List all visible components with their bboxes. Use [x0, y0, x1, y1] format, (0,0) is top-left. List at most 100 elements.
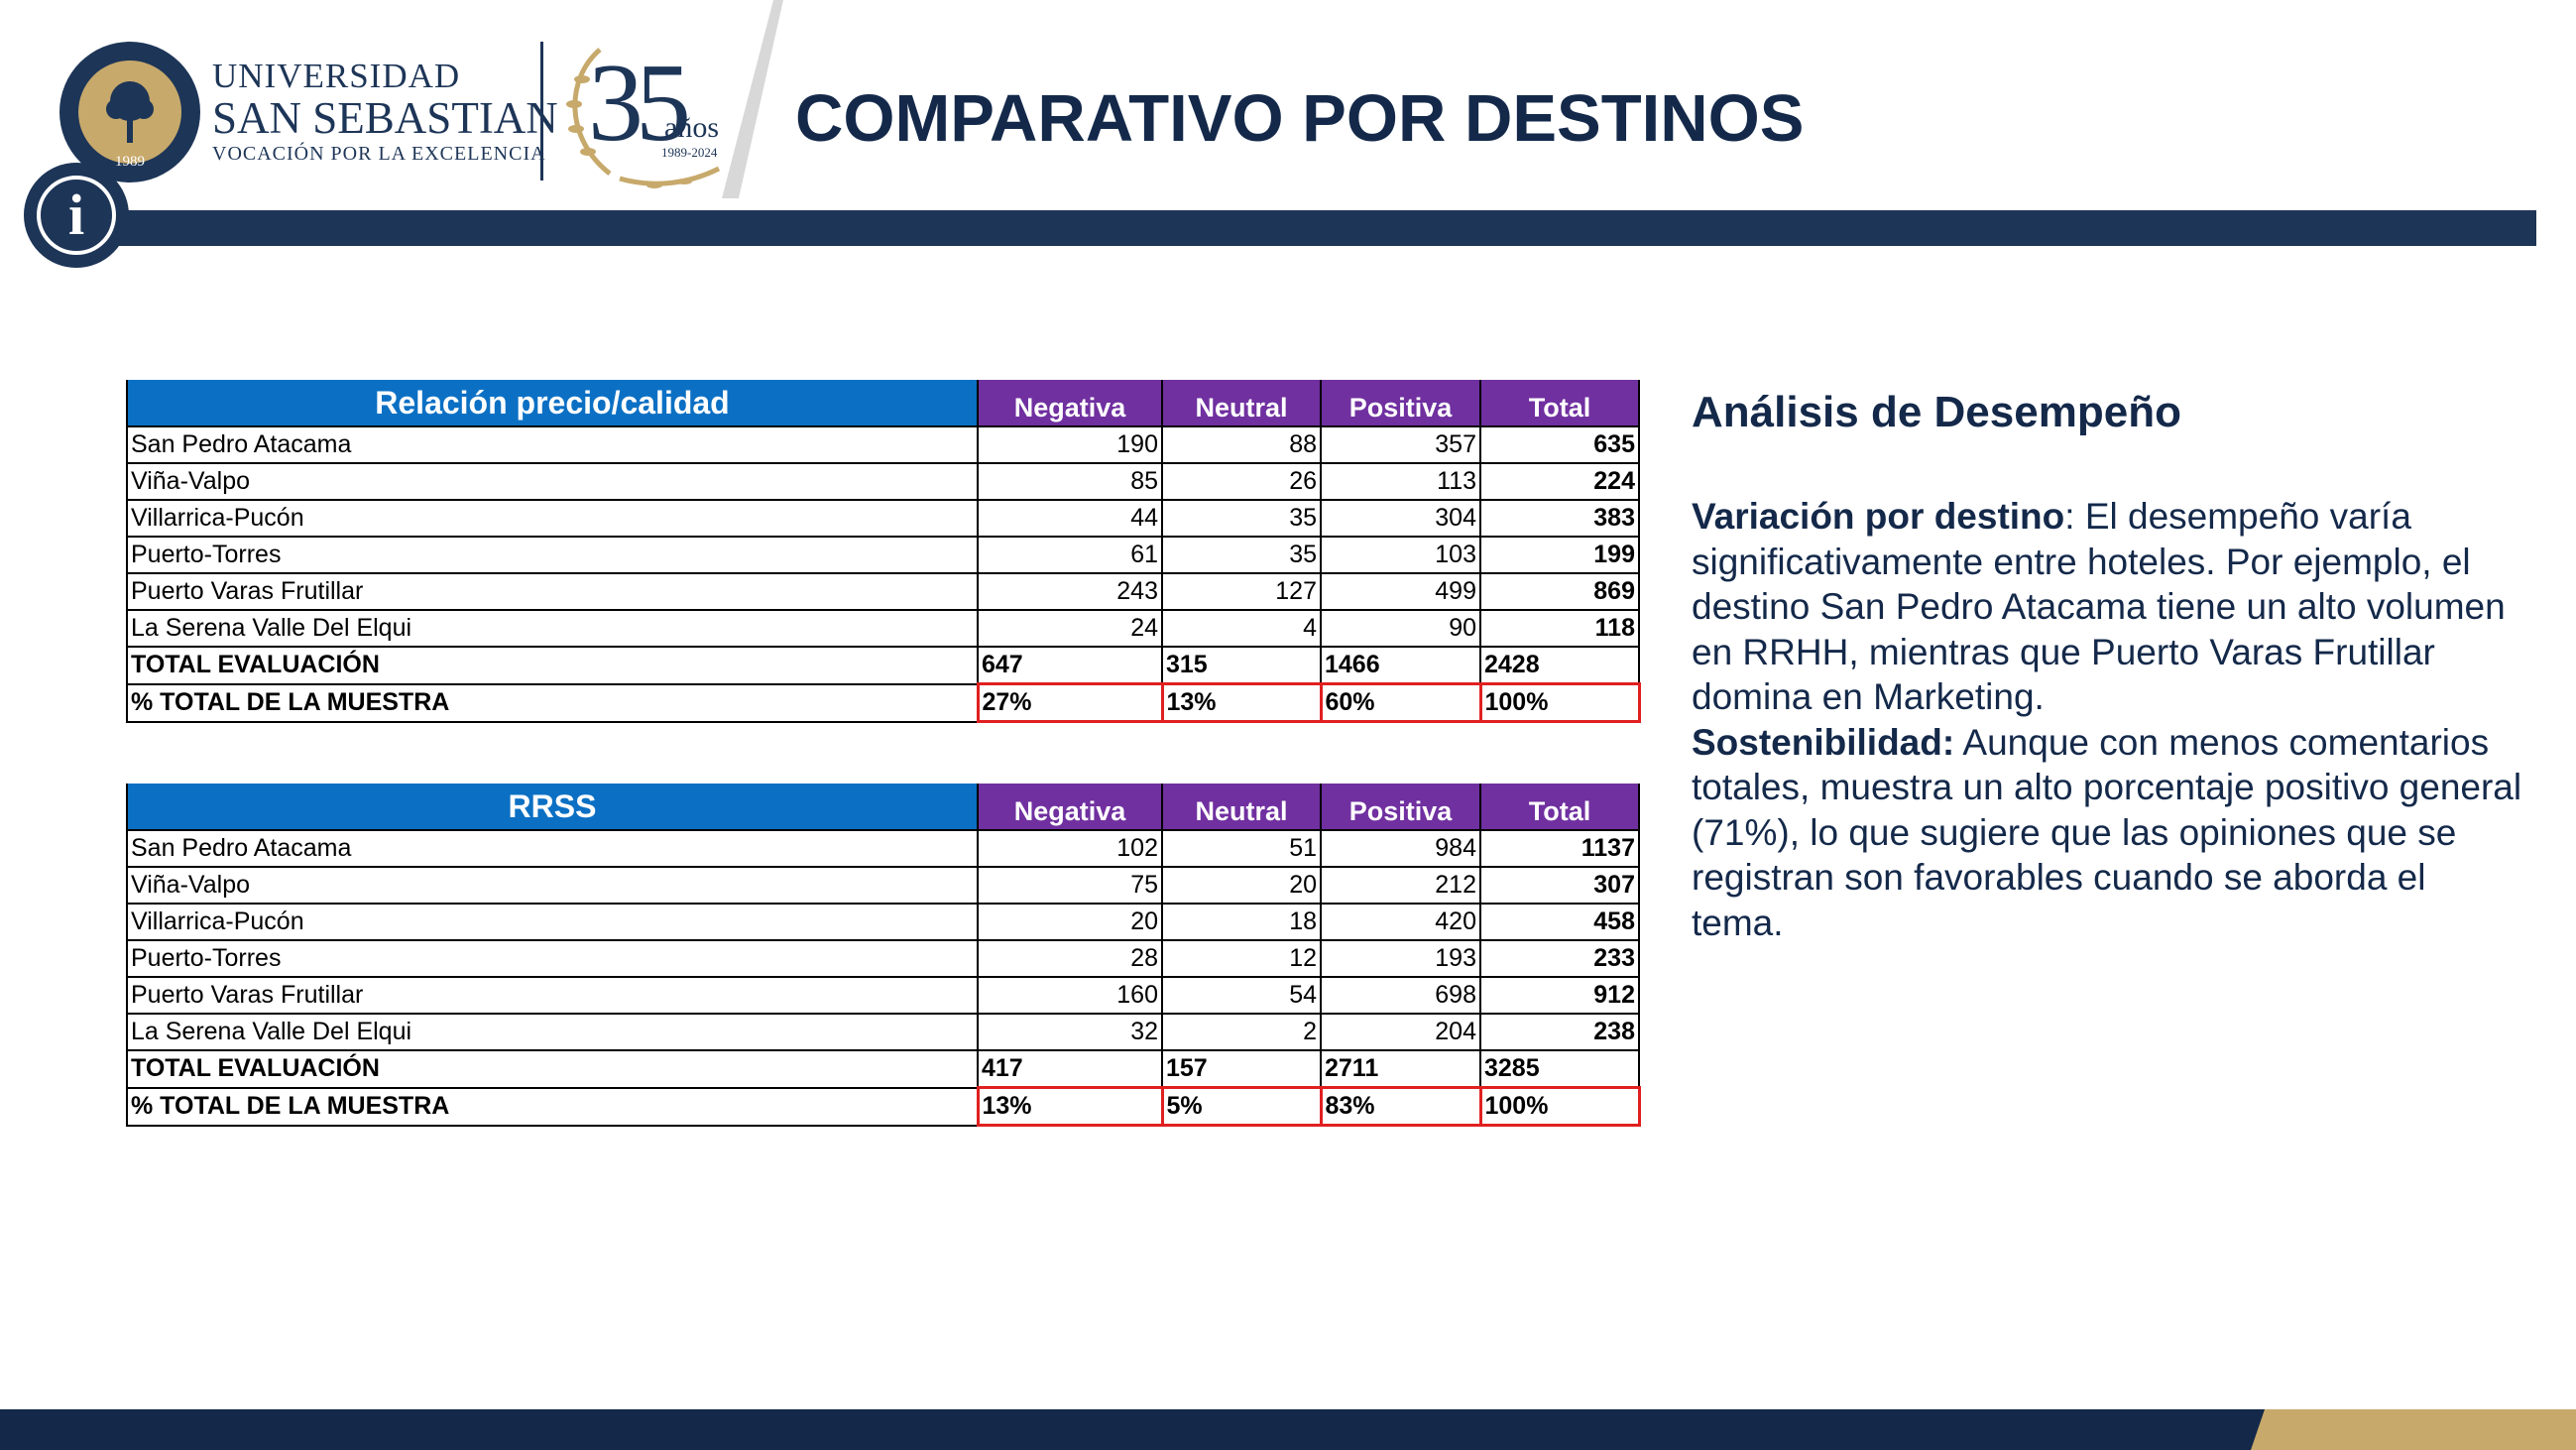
- total-evaluacion-row: TOTAL EVALUACIÓN 647 315 1466 2428: [126, 646, 1640, 685]
- positiva-value: 204: [1320, 1013, 1481, 1051]
- university-motto: VOCACIÓN POR LA EXCELENCIA: [212, 143, 546, 165]
- table-row: Puerto-Torres 61 35 103 199: [126, 536, 1640, 574]
- negativa-value: 160: [977, 976, 1163, 1015]
- table-category-header: RRSS: [126, 784, 979, 831]
- seal-year: 1989: [115, 154, 145, 170]
- destination-name: La Serena Valle Del Elqui: [126, 609, 979, 648]
- analysis-label-sostenibilidad: Sostenibilidad:: [1692, 721, 1955, 763]
- header-slant-divider: [722, 0, 783, 198]
- negativa-value: 102: [977, 829, 1163, 868]
- destination-name: San Pedro Atacama: [126, 829, 979, 868]
- total-value: 238: [1479, 1013, 1640, 1051]
- total-value: 1137: [1479, 829, 1640, 868]
- table-row: Viña-Valpo 75 20 212 307: [126, 866, 1640, 905]
- positiva-value: 420: [1320, 903, 1481, 941]
- total-row-label: TOTAL EVALUACIÓN: [126, 646, 979, 685]
- pct-neutral: 5%: [1160, 1086, 1323, 1127]
- column-header-neutral: Neutral: [1161, 380, 1322, 427]
- negativa-value: 243: [977, 572, 1163, 611]
- table-category-header: Relación precio/calidad: [126, 380, 979, 427]
- neutral-value: 51: [1161, 829, 1322, 868]
- table-row: Villarrica-Pucón 44 35 304 383: [126, 499, 1640, 538]
- negativa-value: 28: [977, 939, 1163, 978]
- total-value: 118: [1479, 609, 1640, 648]
- negativa-value: 75: [977, 866, 1163, 905]
- anniversary-number: 35: [588, 42, 691, 165]
- neutral-value: 35: [1161, 536, 1322, 574]
- logo-divider: [540, 42, 543, 181]
- destination-name: Puerto-Torres: [126, 939, 979, 978]
- page-title: COMPARATIVO POR DESTINOS: [795, 81, 1805, 156]
- destination-name: Puerto Varas Frutillar: [126, 976, 979, 1015]
- anniversary-range: 1989-2024: [661, 145, 718, 160]
- negativa-value: 32: [977, 1013, 1163, 1051]
- total-value: 233: [1479, 939, 1640, 978]
- negativa-value: 44: [977, 499, 1163, 538]
- total-negativa: 417: [977, 1049, 1163, 1089]
- positiva-value: 103: [1320, 536, 1481, 574]
- total-total: 2428: [1479, 646, 1640, 685]
- neutral-value: 18: [1161, 903, 1322, 941]
- info-icon: i: [24, 163, 129, 268]
- total-evaluacion-row: TOTAL EVALUACIÓN 417 157 2711 3285: [126, 1049, 1640, 1089]
- table-row: Puerto Varas Frutillar 160 54 698 912: [126, 976, 1640, 1015]
- pct-positiva: 60%: [1319, 682, 1482, 723]
- negativa-value: 61: [977, 536, 1163, 574]
- total-value: 307: [1479, 866, 1640, 905]
- destination-name: Villarrica-Pucón: [126, 499, 979, 538]
- analysis-title: Análisis de Desempeño: [1692, 388, 2181, 436]
- analysis-label-variacion: Variación por destino: [1692, 496, 2065, 537]
- analysis-panel: Análisis de Desempeño Variación por dest…: [1692, 385, 2524, 945]
- pct-row-label: % TOTAL DE LA MUESTRA: [126, 682, 979, 723]
- precio-calidad-table: Relación precio/calidad Negativa Neutral…: [126, 380, 1641, 723]
- laurel-icon: [566, 48, 721, 188]
- neutral-value: 88: [1161, 425, 1322, 464]
- pct-row-label: % TOTAL DE LA MUESTRA: [126, 1086, 979, 1127]
- table-row: La Serena Valle Del Elqui 24 4 90 118: [126, 609, 1640, 648]
- destination-name: San Pedro Atacama: [126, 425, 979, 464]
- total-positiva: 2711: [1320, 1049, 1481, 1089]
- positiva-value: 113: [1320, 462, 1481, 501]
- neutral-value: 26: [1161, 462, 1322, 501]
- total-value: 869: [1479, 572, 1640, 611]
- positiva-value: 499: [1320, 572, 1481, 611]
- header-bar: [89, 210, 2536, 246]
- rrss-table: RRSS Negativa Neutral Positiva Total San…: [126, 784, 1641, 1127]
- total-value: 912: [1479, 976, 1640, 1015]
- positiva-value: 698: [1320, 976, 1481, 1015]
- analysis-text-sostenibilidad: Aunque con menos comentarios totales, mu…: [1692, 721, 2522, 943]
- university-seal-icon: 1989: [59, 42, 200, 182]
- total-value: 383: [1479, 499, 1640, 538]
- tree-icon: [106, 81, 154, 143]
- negativa-value: 85: [977, 462, 1163, 501]
- footer-bar: [0, 1409, 2576, 1450]
- total-row-label: TOTAL EVALUACIÓN: [126, 1049, 979, 1089]
- negativa-value: 190: [977, 425, 1163, 464]
- total-neutral: 315: [1161, 646, 1322, 685]
- table-row: San Pedro Atacama 102 51 984 1137: [126, 829, 1640, 868]
- table-row: La Serena Valle Del Elqui 32 2 204 238: [126, 1013, 1640, 1051]
- analysis-paragraph-variacion: Variación por destino: El desempeño varí…: [1692, 494, 2524, 720]
- table-row: Puerto Varas Frutillar 243 127 499 869: [126, 572, 1640, 611]
- column-header-total: Total: [1479, 784, 1640, 831]
- positiva-value: 357: [1320, 425, 1481, 464]
- footer-gold-accent: [2251, 1409, 2576, 1450]
- total-value: 635: [1479, 425, 1640, 464]
- pct-negativa: 13%: [976, 1086, 1164, 1127]
- table-row: Puerto-Torres 28 12 193 233: [126, 939, 1640, 978]
- destination-name: Puerto Varas Frutillar: [126, 572, 979, 611]
- column-header-positiva: Positiva: [1320, 380, 1481, 427]
- percentage-row: % TOTAL DE LA MUESTRA 13% 5% 83% 100%: [126, 1086, 1641, 1127]
- neutral-value: 4: [1161, 609, 1322, 648]
- positiva-value: 304: [1320, 499, 1481, 538]
- destination-name: Viña-Valpo: [126, 866, 979, 905]
- column-header-neutral: Neutral: [1161, 784, 1322, 831]
- destination-name: Villarrica-Pucón: [126, 903, 979, 941]
- percentage-row: % TOTAL DE LA MUESTRA 27% 13% 60% 100%: [126, 682, 1641, 723]
- column-header-positiva: Positiva: [1320, 784, 1481, 831]
- pct-negativa: 27%: [976, 682, 1164, 723]
- total-neutral: 157: [1161, 1049, 1322, 1089]
- negativa-value: 20: [977, 903, 1163, 941]
- positiva-value: 193: [1320, 939, 1481, 978]
- neutral-value: 35: [1161, 499, 1322, 538]
